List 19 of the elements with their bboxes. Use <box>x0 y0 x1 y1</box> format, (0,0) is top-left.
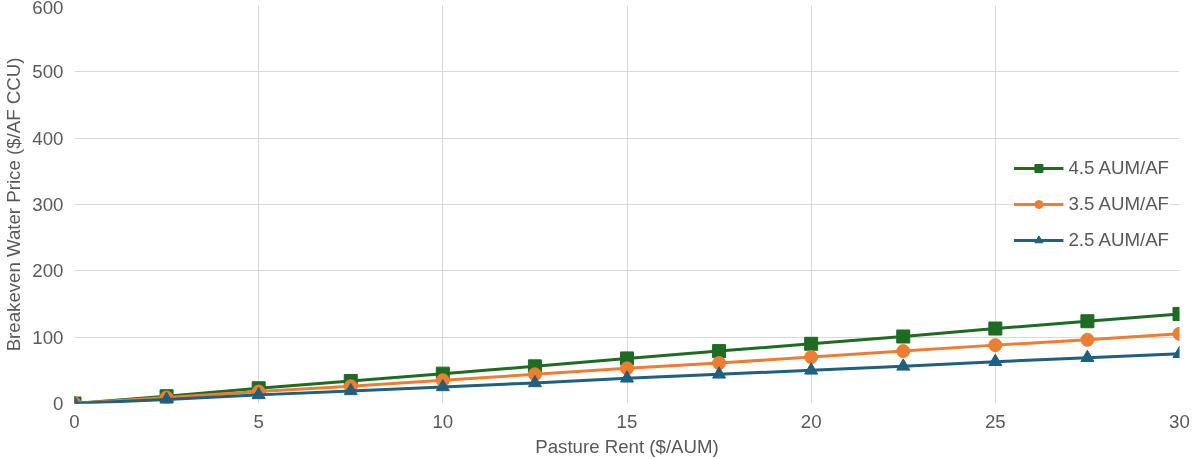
x-tick-label: 30 <box>1169 410 1190 432</box>
x-axis-title: Pasture Rent ($/AUM) <box>535 435 719 457</box>
legend-label: 2.5 AUM/AF <box>1068 229 1169 251</box>
y-tick-label: 300 <box>32 194 64 215</box>
legend-label: 3.5 AUM/AF <box>1068 193 1169 215</box>
x-tick-label: 5 <box>253 410 264 432</box>
y-tick-label: 600 <box>32 0 64 18</box>
y-tick-label: 200 <box>32 260 64 282</box>
y-tick-label: 400 <box>32 127 64 149</box>
x-tick-label: 25 <box>984 410 1006 432</box>
y-tick-label: 100 <box>32 326 64 348</box>
x-tick-label: 20 <box>800 410 822 432</box>
x-tick-label: 10 <box>432 410 454 432</box>
legend-label: 4.5 AUM/AF <box>1068 157 1169 179</box>
y-tick-label: 0 <box>53 393 64 414</box>
x-tick-label: 15 <box>616 410 638 432</box>
y-tick-label: 500 <box>32 61 64 83</box>
x-tick-label: 0 <box>69 410 80 432</box>
y-axis-title: Breakeven Water Price ($/AF CCU) <box>3 57 25 352</box>
